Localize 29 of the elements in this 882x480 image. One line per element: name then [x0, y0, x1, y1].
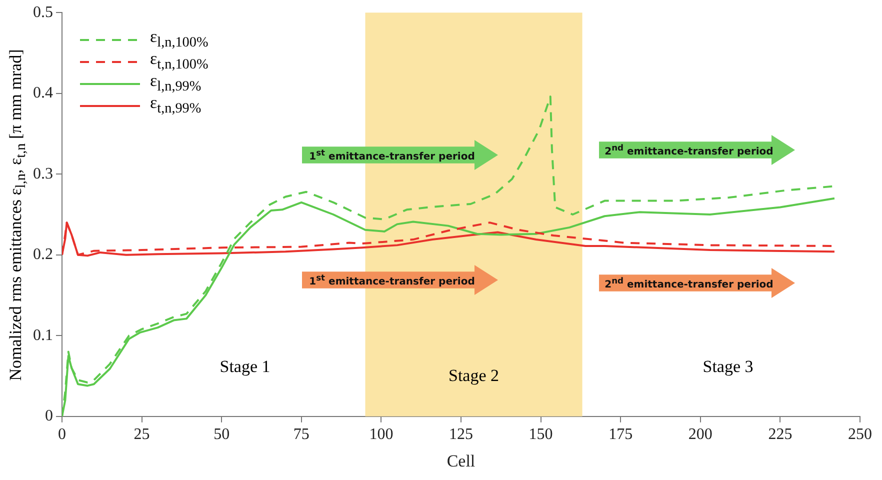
- y-tick-label: 0: [45, 408, 53, 425]
- x-tick-label: 150: [528, 426, 553, 444]
- x-tick-label: 50: [214, 426, 230, 444]
- x-tick-label: 0: [58, 426, 66, 444]
- x-tick-label: 25: [134, 426, 150, 444]
- annotation: 2$^{nd}$ emittance-transfer period: [604, 275, 774, 291]
- y-tick-label: 0.5: [33, 4, 53, 21]
- x-tick-label: 250: [848, 426, 872, 444]
- legend-label: ε$_{t,n,100%}$: [150, 49, 208, 73]
- x-axis-title: Cell: [446, 451, 476, 470]
- legend-label: ε$_{l,n,99%}$: [150, 71, 202, 95]
- x-tick-label: 125: [449, 426, 473, 444]
- legend-label: ε$_{l,n,100%}$: [150, 27, 208, 51]
- x-tick-label: 225: [768, 426, 792, 444]
- y-tick-label: 0.2: [33, 246, 53, 264]
- annotation: 1$^{st}$ emittance-transfer period: [309, 147, 475, 163]
- annotation: 1$^{st}$ emittance-transfer period: [309, 272, 475, 288]
- y-tick-label: 0.3: [33, 165, 53, 182]
- x-tick-label: 175: [608, 426, 633, 444]
- y-tick-label: 0.4: [33, 84, 53, 102]
- legend-label: ε$_{t,n,99%}$: [150, 93, 202, 118]
- y-tick-label: 0.1: [33, 326, 53, 344]
- x-tick-label: 100: [369, 426, 394, 444]
- x-tick-label: 200: [688, 426, 712, 444]
- annotation: Stage 3: [702, 357, 754, 377]
- band-label: Stage 2: [448, 366, 500, 386]
- annotation: Stage 1: [220, 357, 270, 377]
- annotation: 2$^{nd}$ emittance-transfer period: [604, 142, 774, 158]
- x-tick-label: 75: [293, 426, 310, 444]
